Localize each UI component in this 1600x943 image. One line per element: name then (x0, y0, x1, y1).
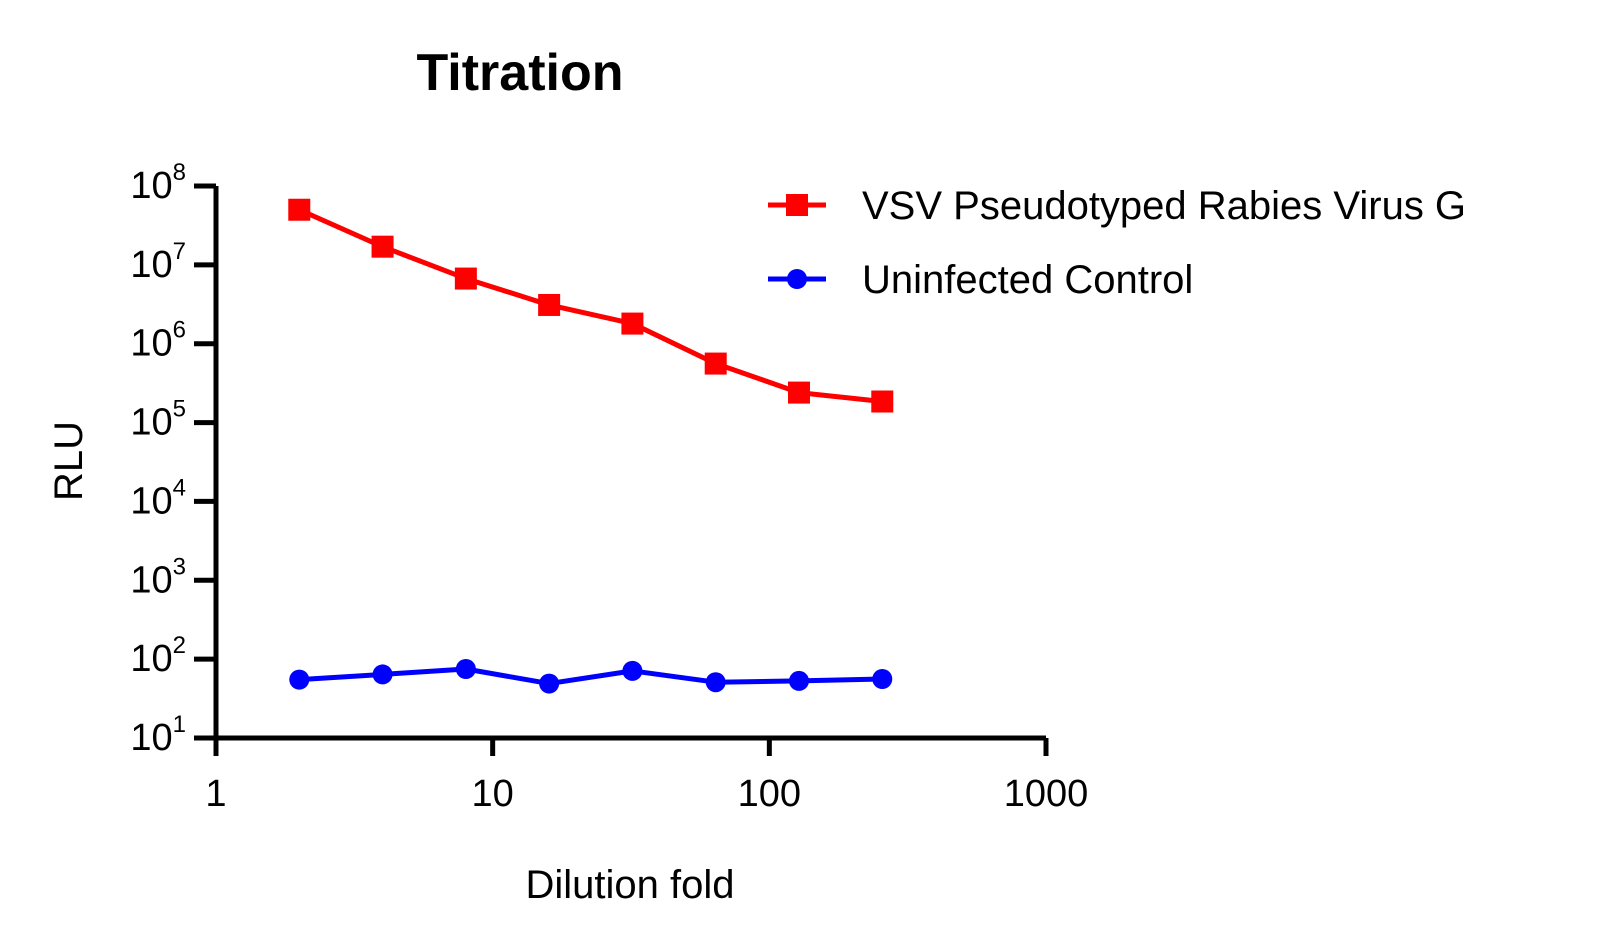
series-line (298, 207, 883, 404)
y-tick-label: 104 (130, 474, 186, 522)
chart-title: Titration (416, 44, 623, 102)
data-point (538, 293, 561, 316)
data-point (872, 669, 893, 689)
y-tick-label: 101 (130, 711, 186, 759)
y-tick-label: 108 (130, 159, 186, 207)
plot-area (288, 198, 894, 694)
legend-item: VSV Pseudotyped Rabies Virus G (768, 184, 1466, 228)
legend-label: VSV Pseudotyped Rabies Virus G (862, 184, 1466, 228)
data-point (454, 267, 477, 290)
data-point (372, 664, 393, 685)
series-2 (289, 658, 893, 694)
data-point (288, 198, 311, 221)
data-point (539, 673, 560, 694)
axes: 1 10 100 1000 101 102 103 104 105 106 107 108 (130, 159, 1088, 815)
x-tick-label: 1000 (1004, 773, 1089, 815)
data-point (704, 352, 727, 375)
legend: VSV Pseudotyped Rabies Virus G Uninfected… (768, 184, 1466, 302)
y-tick-label: 105 (130, 396, 186, 444)
legend-marker (786, 194, 808, 216)
data-point (787, 381, 810, 404)
data-point (871, 390, 894, 413)
x-tick-label: 10 (472, 773, 514, 815)
legend-marker (787, 269, 807, 289)
y-axis-label: RLU (47, 421, 91, 501)
x-tick-label: 100 (738, 773, 801, 815)
data-point (705, 672, 726, 693)
data-point (621, 312, 644, 335)
series-line (299, 666, 883, 687)
data-point (289, 669, 310, 690)
data-point (788, 670, 809, 691)
x-axis-label: Dilution fold (525, 863, 734, 907)
y-tick-label: 103 (130, 553, 186, 601)
data-point (622, 660, 643, 681)
y-tick-label: 102 (130, 632, 186, 680)
data-point (371, 235, 394, 258)
legend-item: Uninfected Control (768, 258, 1193, 302)
data-point (455, 658, 476, 679)
y-tick-label: 106 (130, 317, 186, 365)
legend-label: Uninfected Control (862, 258, 1193, 302)
x-tick-label: 1 (205, 773, 226, 815)
y-tick-label: 107 (130, 238, 186, 286)
series-1 (288, 198, 894, 413)
